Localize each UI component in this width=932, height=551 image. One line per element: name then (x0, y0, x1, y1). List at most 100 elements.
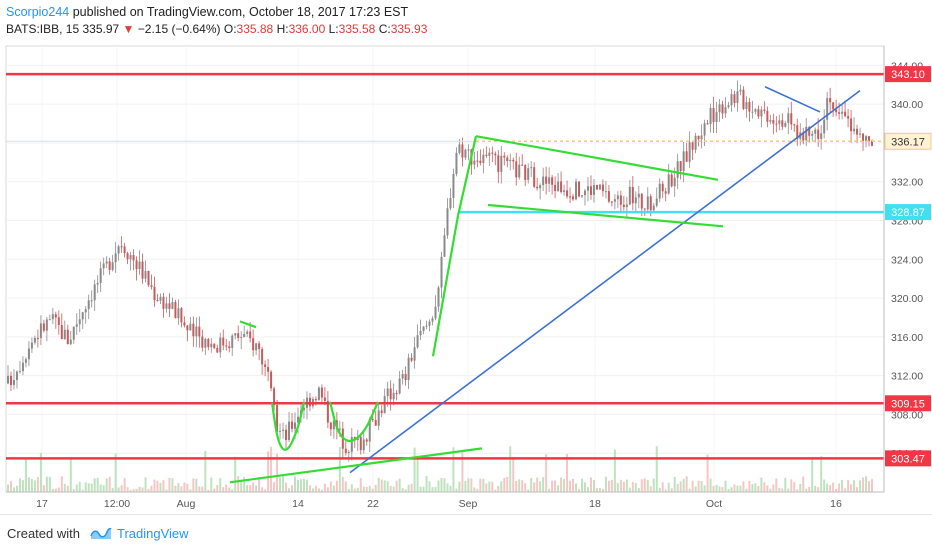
candle-body (482, 154, 485, 164)
candle-body (135, 260, 138, 270)
candle-body (371, 418, 374, 421)
candle-body (832, 102, 835, 110)
volume-bar (539, 481, 542, 492)
candle-body (21, 362, 24, 372)
candle-body (183, 322, 186, 326)
candle-body (111, 262, 114, 270)
volume-bar (249, 485, 252, 492)
candle-body (467, 149, 470, 151)
candle-body (186, 325, 189, 331)
candle-body (48, 319, 51, 321)
candle-body (171, 302, 174, 309)
candle-body (706, 123, 709, 125)
candle-body (285, 429, 288, 440)
volume-bar (667, 482, 670, 492)
volume-bar (246, 485, 249, 492)
candle-body (865, 136, 868, 141)
volume-bar (299, 479, 302, 492)
volume-bar (380, 479, 383, 492)
price-chart[interactable]: 344.00340.00336.00332.00328.00324.00320.… (0, 0, 932, 514)
candle-body (282, 429, 285, 431)
volume-bar (132, 489, 135, 492)
candle-body (781, 120, 784, 127)
candle-body (796, 125, 799, 140)
volume-bar (661, 482, 664, 492)
volume-bar (548, 488, 551, 492)
candle-body (132, 255, 135, 261)
y-tick-label: 324.00 (891, 254, 923, 266)
candle-body (129, 255, 132, 260)
candle-body (613, 199, 616, 202)
candle-body (572, 196, 575, 200)
candle-body (320, 387, 323, 398)
volume-bar (413, 447, 416, 492)
candle-body (189, 323, 192, 331)
volume-bar (302, 479, 305, 492)
candle-body (757, 109, 760, 117)
volume-bar (805, 488, 808, 492)
x-tick-label: 17 (36, 498, 48, 510)
candle-body (177, 308, 180, 319)
candle-body (90, 300, 93, 302)
candle-body (51, 314, 54, 320)
candle-body (264, 364, 267, 367)
plot-frame (5, 45, 885, 493)
candle-body (488, 152, 491, 156)
tradingview-link[interactable]: TradingView (116, 525, 189, 541)
candle-body (823, 119, 826, 134)
volume-bar (273, 482, 276, 492)
volume-bar (78, 481, 81, 492)
candle-body (542, 176, 545, 186)
tradingview-logo-icon[interactable] (90, 526, 112, 540)
candle-body (249, 331, 252, 339)
volume-bar (790, 479, 793, 492)
volume-bar (186, 483, 189, 492)
volume-bar (694, 486, 697, 492)
candle-body (296, 416, 299, 423)
volume-bar (727, 489, 730, 492)
candle-body (727, 105, 730, 108)
volume-bar (673, 476, 676, 492)
volume-bar (497, 485, 500, 492)
volume-bar (356, 487, 359, 492)
candle-body (694, 135, 697, 150)
candle-body (835, 109, 838, 113)
volume-bar (371, 488, 374, 492)
candle-body (805, 126, 808, 141)
candle-body (114, 253, 117, 263)
volume-bar (841, 479, 844, 492)
candle-body (643, 208, 646, 210)
candle-body (829, 98, 832, 103)
volume-bar (521, 480, 524, 492)
candle-body (610, 201, 613, 203)
candle-body (234, 333, 237, 336)
open-value: 335.88 (236, 22, 274, 36)
volume-bar (578, 489, 581, 492)
volume-bar (655, 446, 658, 492)
volume-bar (524, 483, 527, 492)
candle-body (156, 300, 159, 302)
candle-body (57, 317, 60, 325)
candle-body (434, 306, 437, 319)
volume-bar (557, 485, 560, 492)
volume-bar (500, 481, 503, 492)
candle-body (826, 98, 829, 120)
volume-bar (515, 480, 518, 492)
volume-bar (823, 479, 826, 492)
candle-body (437, 287, 440, 307)
candle-body (123, 246, 126, 254)
candle-body (219, 337, 222, 353)
last-price: 335.97 (82, 22, 120, 36)
candle-body (377, 410, 380, 426)
candle-body (294, 422, 297, 429)
candle-body (165, 303, 168, 309)
volume-bar (326, 487, 329, 492)
volume-bar (153, 479, 156, 492)
volume-bar (589, 477, 592, 492)
volume-bar (93, 478, 96, 492)
author-link[interactable]: Scorpio244 (6, 5, 70, 19)
volume-bar (643, 478, 646, 492)
candle-body (276, 405, 279, 432)
volume-bar (54, 488, 57, 492)
candle-body (392, 392, 395, 400)
